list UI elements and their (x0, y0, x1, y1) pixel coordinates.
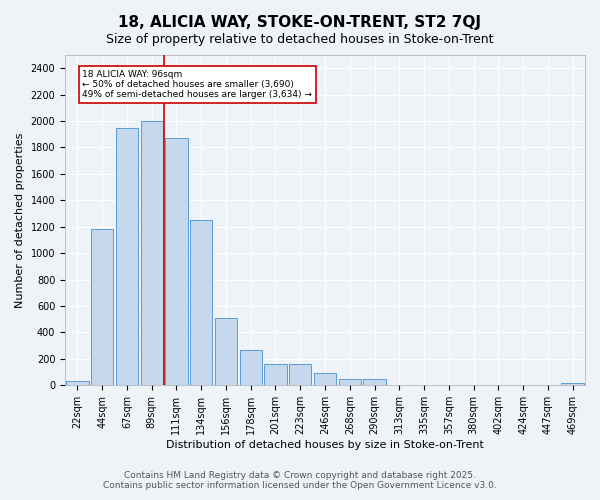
Bar (314, 374, 336, 386)
Bar (215, 318, 237, 386)
Bar (364, 378, 386, 386)
Bar (140, 121, 163, 386)
Bar (265, 364, 287, 386)
Bar (190, 220, 212, 386)
Bar (289, 364, 311, 386)
Text: 18, ALICIA WAY, STOKE-ON-TRENT, ST2 7QJ: 18, ALICIA WAY, STOKE-ON-TRENT, ST2 7QJ (119, 15, 482, 30)
Bar (239, 350, 262, 386)
Text: Size of property relative to detached houses in Stoke-on-Trent: Size of property relative to detached ho… (106, 32, 494, 46)
Bar (166, 138, 188, 386)
Bar (562, 382, 584, 386)
X-axis label: Distribution of detached houses by size in Stoke-on-Trent: Distribution of detached houses by size … (166, 440, 484, 450)
Text: 18 ALICIA WAY: 96sqm
← 50% of detached houses are smaller (3,690)
49% of semi-de: 18 ALICIA WAY: 96sqm ← 50% of detached h… (82, 70, 312, 100)
Bar (91, 230, 113, 386)
Text: Contains HM Land Registry data © Crown copyright and database right 2025.
Contai: Contains HM Land Registry data © Crown c… (103, 470, 497, 490)
Bar (66, 382, 89, 386)
Bar (338, 378, 361, 386)
Y-axis label: Number of detached properties: Number of detached properties (15, 132, 25, 308)
Bar (116, 128, 138, 386)
